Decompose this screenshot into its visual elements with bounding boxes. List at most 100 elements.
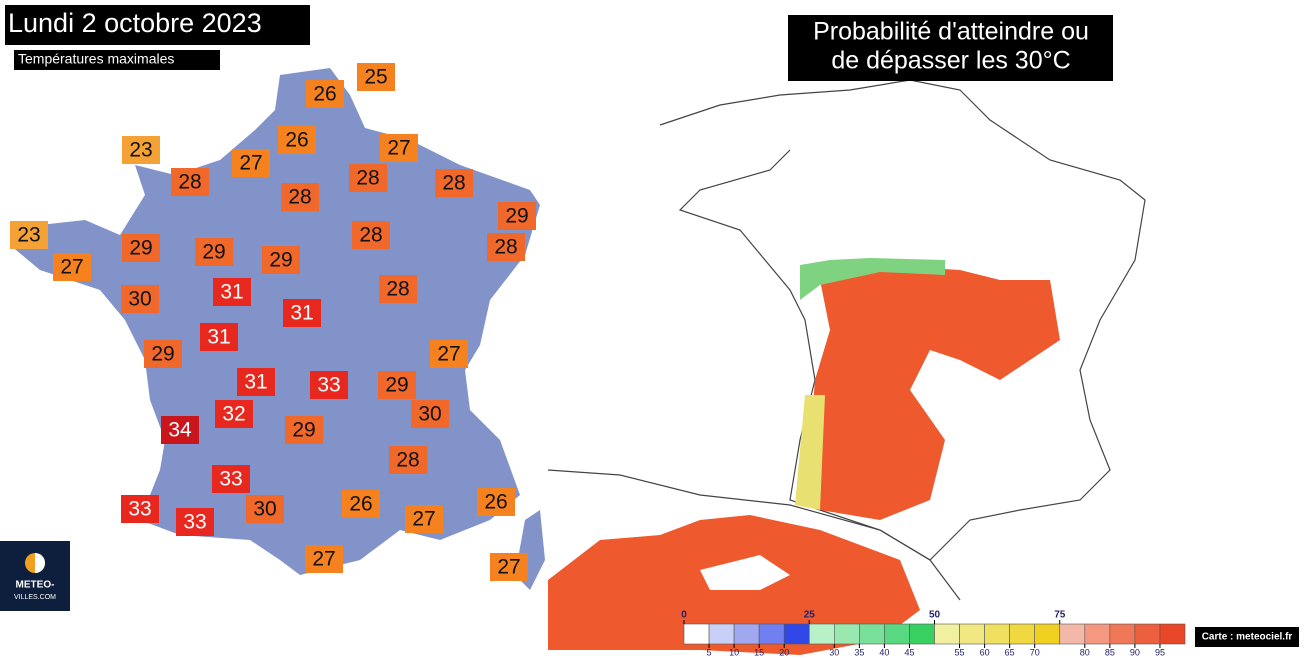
right-title-box [788,15,1113,81]
legend-swatch [984,623,1010,645]
temperature: 29 [129,237,152,260]
temperature: 27 [497,556,520,579]
temperature: 31 [290,302,313,325]
temperature-box [53,253,91,281]
legend-major-label: 75 [1054,610,1066,621]
right-title-line: de dépasser les 30°C [831,47,1070,75]
temperature: 29 [505,205,528,228]
temperature: 28 [288,186,311,209]
temperature: 30 [253,498,276,521]
temperature-box [490,553,528,581]
left-title: Lundi 2 octobre 2023 [8,8,262,38]
subtitle-box [14,50,220,70]
temperature-box [176,508,214,536]
temperature-box [411,400,449,428]
temperature-box [349,164,387,192]
legend-minor-label: 45 [904,647,914,657]
temperature-box [352,221,390,249]
legend-major-label: 25 [804,610,816,621]
temperature-box [232,149,270,177]
probability-edge [795,395,825,510]
temperature-box [389,446,427,474]
legend-swatch [1084,623,1111,645]
credit-box [1195,627,1299,647]
right-title-line: Probabilité d'atteindre ou [813,18,1089,46]
legend-swatch [1159,623,1186,645]
temperature: 33 [128,498,151,521]
legend-swatch [708,623,735,645]
spain-outline [547,469,961,601]
temperature-box [306,80,344,108]
legend-swatch [1134,623,1161,645]
temperature-box [305,545,343,573]
legend-swatch [758,623,785,645]
temperature: 28 [178,171,201,194]
temperature: 33 [317,374,340,397]
legend-swatch [733,623,760,645]
temperature: 26 [285,129,308,152]
probability-area [810,265,1060,520]
temperature: 27 [437,343,460,366]
temperature-box [121,495,159,523]
logo: METEO- VILLES.COM [0,541,70,611]
legend-major-label: 50 [929,610,941,621]
left-subtitle: Températures maximales [18,51,174,67]
temperature-box [357,63,395,91]
temperature: 31 [220,281,243,304]
temperature-box [144,340,182,368]
temperature-box [246,495,284,523]
temperature: 27 [312,548,335,571]
legend-minor-label: 65 [1005,647,1015,657]
temperature: 28 [494,236,517,259]
temperature: 33 [183,511,206,534]
legend-minor-label: 70 [1030,647,1040,657]
temperature-box [161,416,199,444]
legend-minor-label: 80 [1080,647,1090,657]
temperature-box [379,275,417,303]
temperature: 28 [442,172,465,195]
temperature-box [283,299,321,327]
legend-minor-label: 85 [1105,647,1115,657]
legend-minor-label: 95 [1155,647,1165,657]
temperature-box [405,505,443,533]
temperature: 30 [418,403,441,426]
temperature-box [477,488,515,516]
legend-swatch [859,623,885,645]
legend-minor-label: 30 [829,647,839,657]
legend-swatch [1009,623,1036,645]
temperature-box [215,400,253,428]
temperature-box [10,221,48,249]
probability-low [800,258,945,300]
logo-line2: VILLES.COM [14,594,56,601]
legend-minor-label: 55 [955,647,965,657]
legend-minor-label: 10 [729,647,739,657]
temperature-box [195,238,233,266]
temperature: 29 [269,249,292,272]
temperature: 26 [349,493,372,516]
logo-icon-half [35,553,45,573]
temperature-box [122,234,160,262]
temperature-labels: 25 26 23 26 27 27 28 28 28 28 29 23 28 28 29 29 29 27 30 31… [10,63,536,581]
temperature-box [121,285,159,313]
temperature: 28 [396,449,419,472]
legend-minor-label: 5 [707,647,712,657]
legend-minor-label: 15 [754,647,764,657]
legend-swatch [833,623,860,645]
legend-swatch [909,623,935,645]
temperature-box [171,168,209,196]
temperature-box [281,183,319,211]
temperature-box [237,368,275,396]
legend-swatch [783,623,810,645]
temperature: 28 [386,278,409,301]
legend-major-label: 0 [681,610,687,621]
credit: Carte : meteociel.fr [1202,632,1293,643]
temperature: 31 [244,371,267,394]
legend-swatch [959,623,985,645]
temperature-box [200,323,238,351]
temperature: 32 [222,403,245,426]
logo-box [0,541,70,611]
legend-swatch [1109,623,1136,645]
temperature: 26 [313,83,336,106]
